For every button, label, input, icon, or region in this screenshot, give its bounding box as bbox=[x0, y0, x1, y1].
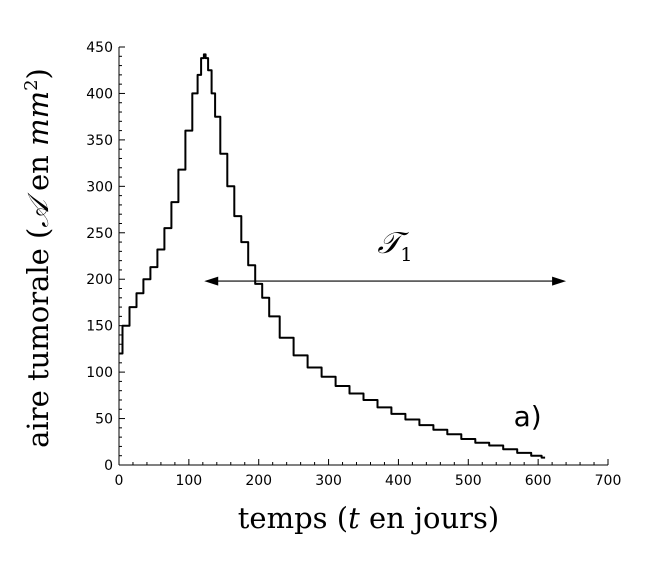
series bbox=[119, 53, 546, 459]
x-tick-label: 300 bbox=[315, 473, 342, 489]
y-axis-title: aire tumorale (𝒜 en mm2) bbox=[21, 68, 55, 448]
x-tick-label: 700 bbox=[595, 473, 622, 489]
y-tick-label: 400 bbox=[86, 86, 113, 102]
annotations: 𝒯1 a) bbox=[204, 226, 567, 433]
x-tick-label: 200 bbox=[245, 473, 272, 489]
duration-label-sub: 1 bbox=[400, 244, 412, 266]
y-tick-label: 150 bbox=[86, 319, 113, 335]
y-tick-label: 200 bbox=[86, 272, 113, 288]
arrow-head-right bbox=[552, 276, 567, 286]
y-axis-title-part: mm bbox=[21, 91, 55, 146]
x-tick-label: 600 bbox=[525, 473, 552, 489]
y-tick-label: 250 bbox=[86, 226, 113, 242]
x-tick-label: 0 bbox=[115, 473, 124, 489]
x-tick-label: 100 bbox=[175, 473, 202, 489]
x-axis-title-part: en jours) bbox=[360, 501, 499, 535]
arrow-head-left bbox=[204, 276, 219, 286]
y-axis-title-part: aire tumorale ( bbox=[21, 228, 55, 448]
y-tick-label: 450 bbox=[86, 40, 113, 56]
axis-titles: temps (t en jours) aire tumorale (𝒜 en mm… bbox=[21, 68, 499, 535]
x-axis-title-part: t bbox=[348, 501, 360, 535]
ticks: 0 50 100 150 200 250 300 350 400 450 0 100 200 300 400… bbox=[86, 40, 621, 489]
x-tick-label: 500 bbox=[455, 473, 482, 489]
x-axis-title-part: temps ( bbox=[238, 501, 348, 535]
y-tick-label: 350 bbox=[86, 133, 113, 149]
series-line bbox=[119, 53, 546, 459]
y-tick-label: 0 bbox=[104, 458, 113, 474]
y-axis-title-part: en bbox=[21, 146, 55, 200]
x-axis-title: temps (t en jours) bbox=[238, 501, 499, 535]
y-tick-label: 300 bbox=[86, 179, 113, 195]
y-tick-label: 100 bbox=[86, 365, 113, 381]
x-tick-label: 400 bbox=[385, 473, 412, 489]
duration-label: 𝒯1 bbox=[377, 226, 412, 266]
y-axis-title-part: ) bbox=[21, 68, 55, 79]
panel-label: a) bbox=[514, 400, 542, 433]
y-axis-title-part: 2 bbox=[21, 79, 42, 90]
y-tick-label: 50 bbox=[95, 412, 113, 428]
axes bbox=[118, 47, 608, 466]
